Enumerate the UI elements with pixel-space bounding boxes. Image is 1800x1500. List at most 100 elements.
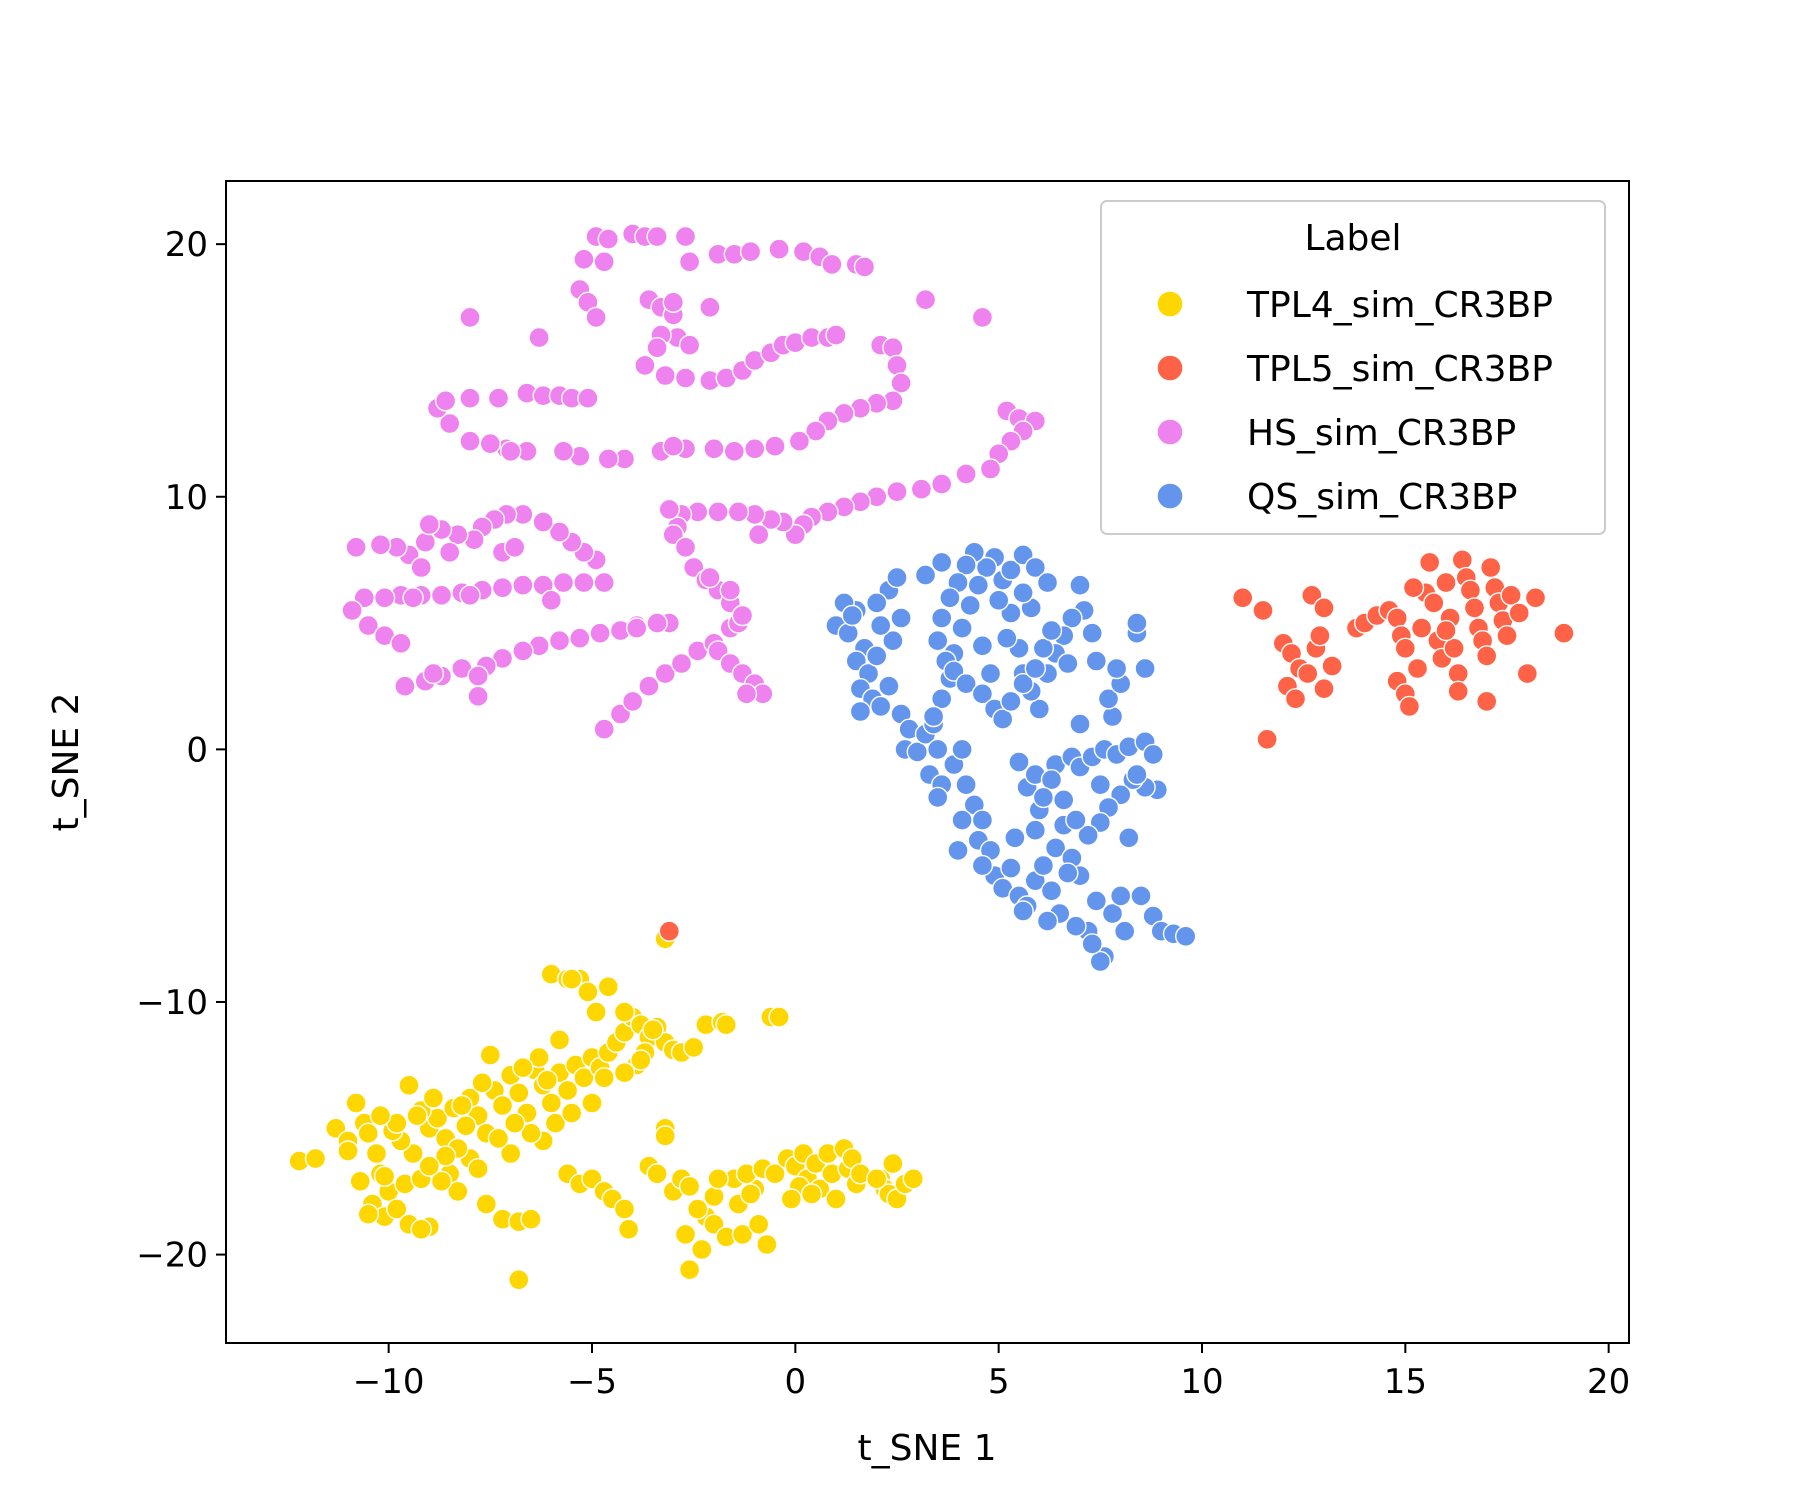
point-TPL4_sim_CR3BP-164 [536,1069,558,1092]
point-QS_sim_CR3BP-113 [967,574,989,596]
point-QS_sim_CR3BP-123 [939,587,961,609]
point-QS_sim_CR3BP-136 [1040,619,1063,642]
point-HS_sim_CR3BP-162 [373,587,396,609]
point-QS_sim_CR3BP-147 [979,662,1002,685]
point-TPL4_sim_CR3BP-119 [764,1163,786,1185]
point-QS_sim_CR3BP-133 [1012,673,1034,695]
point-HS_sim_CR3BP-103 [727,501,750,523]
point-HS_sim_CR3BP-70 [459,387,481,409]
point-QS_sim_CR3BP-124 [931,607,953,629]
point-TPL4_sim_CR3BP-66 [642,1019,664,1041]
point-HS_sim_CR3BP-152 [573,571,595,594]
point-HS_sim_CR3BP-62 [552,440,575,462]
point-TPL4_sim_CR3BP-166 [479,1044,501,1066]
point-TPL4_sim_CR3BP-150 [373,1165,396,1188]
point-QS_sim_CR3BP-156 [1069,713,1091,735]
point-HS_sim_CR3BP-195 [735,683,758,705]
point-TPL5_sim_CR3BP-23 [1398,695,1421,718]
point-QS_sim_CR3BP-52 [1101,902,1124,925]
point-TPL5_sim_CR3BP-31 [1435,571,1457,594]
point-HS_sim_CR3BP-27 [646,337,668,359]
point-TPL5_sim_CR3BP-53 [1402,577,1425,599]
point-QS_sim_CR3BP-139 [1000,559,1022,581]
point-QS_sim_CR3BP-119 [922,705,945,728]
point-HS_sim_CR3BP-164 [341,599,363,622]
point-TPL5_sim_CR3BP-24 [1406,657,1429,680]
point-TPL5_sim_CR3BP-25 [1410,617,1433,639]
point-QS_sim_CR3BP-91 [1097,688,1120,710]
point-HS_sim_CR3BP-197 [422,662,445,685]
point-QS_sim_CR3BP-121 [955,554,977,576]
point-HS_sim_CR3BP-55 [723,440,745,462]
point-QS_sim_CR3BP-96 [1126,612,1148,634]
point-TPL4_sim_CR3BP-73 [447,1180,469,1203]
point-TPL4_sim_CR3BP-107 [691,1238,713,1261]
point-TPL4_sim_CR3BP-161 [422,1087,445,1109]
point-HS_sim_CR3BP-148 [394,675,416,697]
point-TPL4_sim_CR3BP-104 [678,1175,701,1198]
point-TPL5_sim_CR3BP-42 [1479,556,1502,579]
y-tick-label: 0 [186,730,208,770]
point-QS_sim_CR3BP-26 [927,738,949,761]
point-TPL4_sim_CR3BP-85 [337,1140,359,1162]
point-HS_sim_CR3BP-4 [646,225,668,248]
point-QS_sim_CR3BP-11 [866,645,888,667]
point-TPL5_sim_CR3BP-8 [1296,662,1319,685]
point-HS_sim_CR3BP-171 [548,521,571,543]
point-TPL4_sim_CR3BP-163 [512,1056,534,1079]
point-TPL4_sim_CR3BP-20 [398,1074,420,1097]
point-TPL4_sim_CR3BP-99 [646,1163,668,1185]
point-TPL4_sim_CR3BP-36 [556,1079,579,1102]
point-TPL5_sim_CR3BP-6 [1284,688,1307,710]
point-QS_sim_CR3BP-16 [866,592,888,614]
point-HS_sim_CR3BP-53 [764,435,786,457]
point-HS_sim_CR3BP-149 [467,665,489,687]
y-axis-label: t_SNE 2 [46,693,87,832]
point-TPL5_sim_CR3BP-56 [1394,637,1417,659]
point-QS_sim_CR3BP-88 [1052,789,1075,811]
point-TPL4_sim_CR3BP-152 [487,1127,510,1150]
legend-label-TPL4_sim_CR3BP: TPL4_sim_CR3BP [1246,285,1553,326]
point-QS_sim_CR3BP-19 [870,614,892,637]
point-HS_sim_CR3BP-21 [699,296,721,318]
point-HS_sim_CR3BP-43 [882,337,904,359]
point-TPL5_sim_CR3BP-14 [1309,625,1331,647]
point-HS_sim_CR3BP-15 [768,238,790,260]
point-TPL5_sim_CR3BP-27 [1418,551,1441,574]
legend-marker-TPL4_sim_CR3BP [1156,290,1184,318]
point-HS_sim_CR3BP-190 [402,587,424,609]
point-TPL5_sim_CR3BP-48 [1508,602,1530,624]
point-TPL5_sim_CR3BP-7 [1256,728,1278,750]
legend-marker-QS_sim_CR3BP [1156,482,1184,510]
point-HS_sim_CR3BP-14 [739,240,762,263]
point-TPL5_sim_CR3BP-38 [1463,597,1486,619]
x-axis-label: t_SNE 1 [858,1428,997,1469]
point-QS_sim_CR3BP-38 [1000,857,1022,879]
y-axis: −20 −10 0 10 20 [136,225,226,1276]
point-TPL4_sim_CR3BP-30 [508,1082,530,1104]
point-HS_sim_CR3BP-79 [662,291,684,313]
x-axis: −10 −5 0 5 10 15 20 [353,1343,1630,1402]
point-TPL4_sim_CR3BP-79 [467,1157,489,1180]
x-tick-label: −10 [353,1362,425,1402]
point-QS_sim_CR3BP-93 [1105,657,1128,680]
point-TPL4_sim_CR3BP-61 [561,968,583,990]
point-HS_sim_CR3BP-156 [491,577,514,599]
point-TPL5_sim_CR3BP-52 [1447,680,1469,702]
point-TPL4_sim_CR3BP-167 [451,1094,473,1117]
point-HS_sim_CR3BP-120 [622,690,644,713]
point-HS_sim_CR3BP-186 [439,541,461,563]
point-TPL4_sim_CR3BP-56 [768,1006,790,1028]
point-QS_sim_CR3BP-144 [914,564,937,586]
point-HS_sim_CR3BP-80 [914,289,937,311]
point-QS_sim_CR3BP-1 [837,622,859,644]
point-QS_sim_CR3BP-23 [906,741,928,763]
point-HS_sim_CR3BP-11 [678,251,701,273]
point-HS_sim_CR3BP-165 [357,614,379,637]
point-TPL4_sim_CR3BP-62 [577,981,599,1003]
point-HS_sim_CR3BP-28 [634,354,656,377]
point-HS_sim_CR3BP-104 [707,501,729,523]
point-HS_sim_CR3BP-109 [674,536,697,558]
point-HS_sim_CR3BP-139 [569,627,591,649]
point-TPL5_sim_CR3BP-33 [1443,637,1465,659]
